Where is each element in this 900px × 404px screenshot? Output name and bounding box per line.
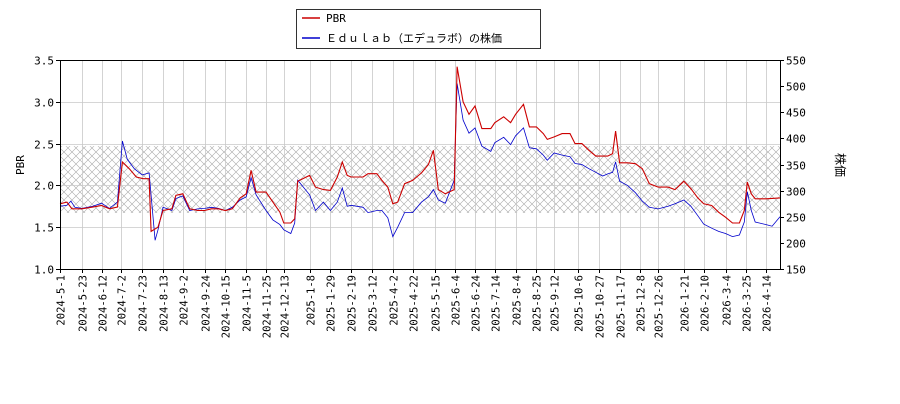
tick-label-x: 2026-3-4 <box>722 275 734 326</box>
tick-label-x: 2025-8-4 <box>512 275 524 326</box>
tick-label-x: 2025-4-22 <box>409 275 421 332</box>
tick-label-x: 2025-7-14 <box>491 275 503 332</box>
y-axis-title-right: 株価 <box>833 153 848 177</box>
tick-label-x: 2024-11-5 <box>242 275 254 332</box>
tick-label-x: 2025-4-2 <box>389 275 401 326</box>
tick-label-right: 150 <box>786 264 806 277</box>
tick-label-x: 2024-11-25 <box>262 275 274 338</box>
y-axis-title-left: PBR <box>14 155 27 175</box>
tick-label-x: 2025-10-6 <box>574 275 586 332</box>
tick-label-right: 500 <box>786 81 806 94</box>
legend-label-stock-price: Ｅｄｕｌａｂ（エデュラボ）の株価 <box>326 31 502 45</box>
tick-label-x: 2025-1-8 <box>306 275 318 326</box>
tick-label-x: 2025-6-24 <box>471 275 483 332</box>
tick-label-x: 2026-2-10 <box>700 275 712 332</box>
legend-box <box>296 9 541 49</box>
series-line-pbr <box>59 66 781 233</box>
tick-label-x: 2024-7-23 <box>138 275 150 332</box>
tick-label-x: 2025-3-12 <box>368 275 380 332</box>
tick-label-x: 2025-9-12 <box>550 275 562 332</box>
tick-label-x: 2025-12-26 <box>654 275 666 338</box>
tick-label-left: 1.0 <box>34 264 54 277</box>
tick-label-x: 2025-6-4 <box>451 275 463 326</box>
tick-label-right: 550 <box>786 55 806 68</box>
tick-label-x: 2024-5-1 <box>56 275 68 326</box>
tick-label-x: 2025-10-27 <box>595 275 607 338</box>
tick-label-x: 2024-7-2 <box>117 275 129 326</box>
tick-label-x: 2024-12-13 <box>280 275 292 338</box>
tick-label-x: 2025-11-17 <box>616 275 628 338</box>
tick-label-x: 2025-8-25 <box>532 275 544 332</box>
tick-label-right: 200 <box>786 238 806 251</box>
series-line-stock-price <box>59 83 781 241</box>
tick-label-right: 400 <box>786 133 806 146</box>
tick-label-right: 350 <box>786 160 806 173</box>
tick-label-right: 250 <box>786 212 806 225</box>
tick-label-left: 3.5 <box>34 55 54 68</box>
tick-label-x: 2024-8-13 <box>159 275 171 332</box>
tick-label-x: 2025-2-19 <box>347 275 359 332</box>
tick-label-left: 3.0 <box>34 97 54 110</box>
tick-label-right: 450 <box>786 107 806 120</box>
tick-label-x: 2026-1-21 <box>680 275 692 332</box>
tick-label-left: 2.0 <box>34 180 54 193</box>
tick-label-left: 1.5 <box>34 222 54 235</box>
tick-label-x: 2025-1-29 <box>326 275 338 332</box>
tick-label-x: 2025-5-15 <box>431 275 443 332</box>
legend-label-pbr: PBR <box>326 12 346 25</box>
tick-label-x: 2024-6-12 <box>98 275 110 332</box>
tick-label-x: 2024-5-23 <box>78 275 90 332</box>
tick-label-left: 2.5 <box>34 139 54 152</box>
tick-label-x: 2025-12-8 <box>636 275 648 332</box>
tick-label-x: 2024-9-24 <box>201 275 213 332</box>
tick-label-right: 300 <box>786 186 806 199</box>
pbr-range-band <box>60 146 780 213</box>
tick-label-x: 2026-4-14 <box>762 275 774 332</box>
tick-label-x: 2024-9-2 <box>179 275 191 326</box>
tick-label-x: 2026-3-25 <box>742 275 754 332</box>
tick-label-x: 2024-10-15 <box>221 275 233 338</box>
